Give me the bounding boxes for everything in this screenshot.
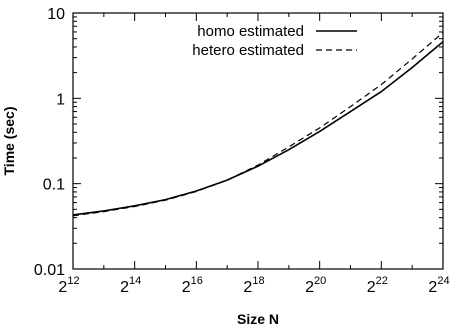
- series-lines: [72, 32, 444, 217]
- x-tick-label: 220: [305, 275, 326, 296]
- y-tick-label: 0.01: [34, 262, 65, 279]
- legend-label: homo estimated: [197, 23, 304, 40]
- y-tick-label: 1: [56, 91, 65, 108]
- series-line-homo-estimated: [72, 41, 444, 216]
- x-axis-label: Size N: [237, 311, 279, 327]
- legend-label: hetero estimated: [192, 42, 304, 59]
- x-tick-label: 216: [182, 275, 203, 296]
- y-axis-ticks: 0.01 0.1 1 10: [34, 6, 443, 279]
- legend: homo estimated hetero estimated: [192, 23, 357, 59]
- x-tick-label: 222: [367, 275, 388, 296]
- x-tick-label: 214: [120, 275, 141, 296]
- y-axis-label: Time (sec): [1, 107, 17, 176]
- y-tick-label: 10: [47, 6, 65, 23]
- x-tick-label: 218: [243, 275, 264, 296]
- series-line-hetero-estimated: [72, 32, 444, 217]
- x-tick-label: 224: [428, 275, 449, 296]
- x-tick-label: 212: [58, 275, 79, 296]
- x-axis-ticks: 212 214 216 218 220 222 224: [58, 13, 450, 296]
- y-tick-label: 0.1: [43, 177, 65, 194]
